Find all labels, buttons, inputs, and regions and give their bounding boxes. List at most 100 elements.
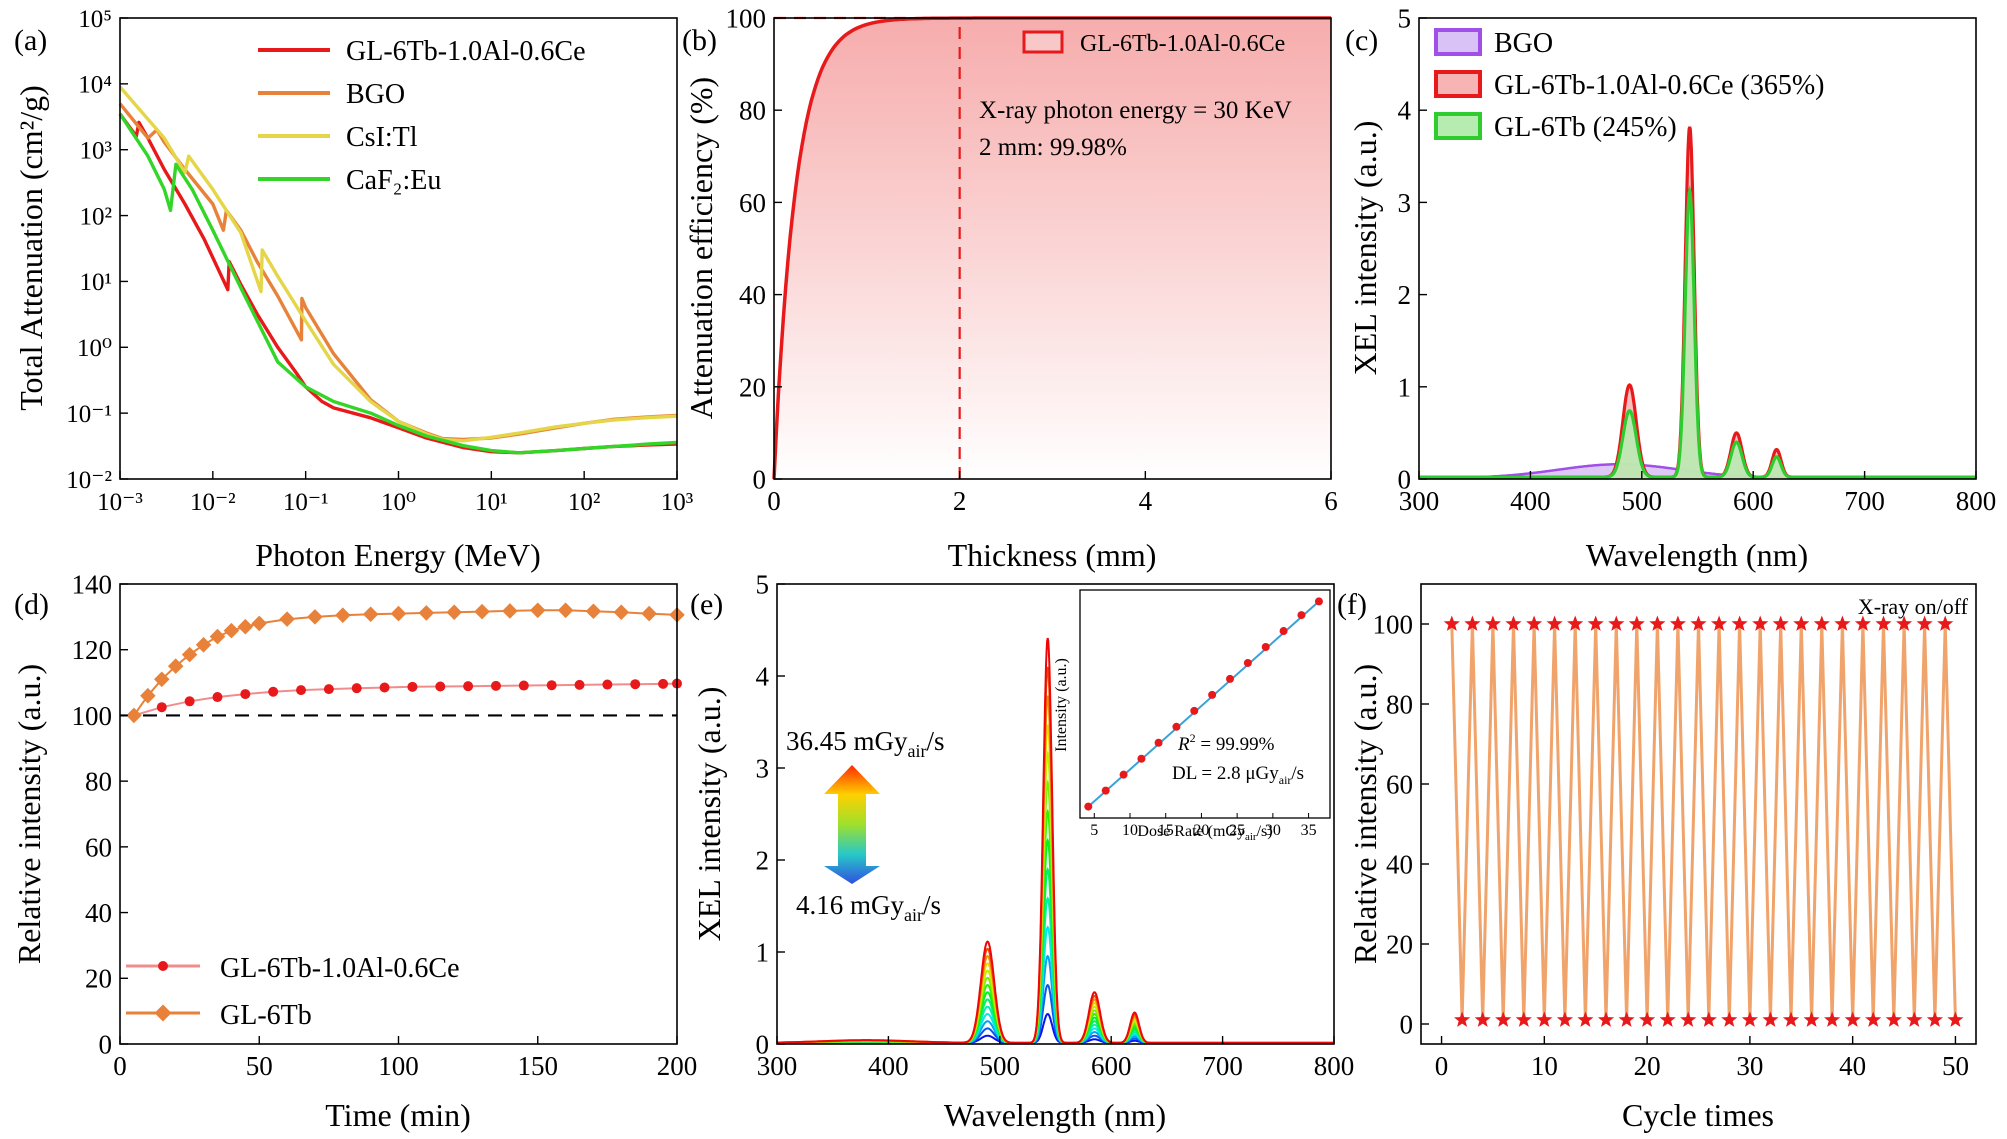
point-d-1-4 [181, 646, 198, 663]
panel-c-y-axis-label: XEL intensity (a.u.) [1347, 121, 1383, 376]
tick-label-c-y-5: 5 [1398, 3, 1412, 33]
point-f-on-15 [1752, 615, 1769, 631]
inset-point-5 [1172, 722, 1181, 731]
inset-x-axis-label: Dose Rate (mGyair/s) [1137, 823, 1272, 843]
point-f-off-0 [1454, 1011, 1471, 1027]
inset-point-7 [1208, 690, 1217, 699]
panel-b-x-axis-label: Thickness (mm) [948, 537, 1157, 573]
tick-label-e-x-1: 400 [868, 1051, 909, 1081]
inset-point-4 [1154, 738, 1163, 747]
panel-e-x-axis-label: Wavelength (nm) [944, 1097, 1166, 1133]
point-f-on-16 [1772, 615, 1789, 631]
point-f-on-6 [1567, 615, 1584, 631]
legend-d-label-0: GL-6Tb-1.0Al-0.6Ce [220, 953, 460, 984]
point-f-off-12 [1700, 1011, 1717, 1027]
point-f-on-10 [1649, 615, 1666, 631]
tick-label-c-x-0: 300 [1399, 486, 1440, 516]
tick-label-b-y-1: 20 [739, 372, 766, 402]
point-f-on-22 [1896, 615, 1913, 631]
point-d-0-3 [212, 692, 223, 703]
point-d-0-6 [296, 685, 307, 696]
tick-label-a-x-0: 10⁻³ [97, 489, 143, 516]
legend-c-label-2: GL-6Tb (245%) [1494, 112, 1677, 143]
panel-e-label: (e) [690, 588, 723, 621]
point-f-on-23 [1916, 615, 1933, 631]
tick-label-b-x-1: 2 [953, 486, 967, 516]
panel-f-label: (f) [1337, 588, 1367, 621]
panel-a-legend: GL-6Tb-1.0Al-0.6Ce BGO CsI:Tl CaF₂:Eu [258, 36, 586, 196]
tick-label-f-y-1: 20 [1386, 929, 1413, 959]
legend-c-swatch-2 [1434, 112, 1482, 140]
point-f-off-23 [1926, 1011, 1943, 1027]
panel-e-ticks: 300 400 500 600 700 800 0 1 2 3 4 5 [756, 569, 1355, 1081]
panel-d-y-axis-label: Relative intensity (a.u.) [11, 664, 47, 964]
point-f-off-24 [1947, 1011, 1964, 1027]
legend-c-label-0: BGO [1494, 28, 1553, 59]
point-f-on-2 [1484, 615, 1501, 631]
dose-rate-arrow-icon [824, 765, 880, 884]
tick-label-f-x-3: 30 [1736, 1051, 1763, 1081]
tick-label-a-y-0: 10⁻² [66, 467, 112, 494]
point-d-1-3 [167, 658, 184, 674]
tick-label-e-y-1: 1 [756, 937, 770, 967]
point-d-1-0 [126, 707, 142, 724]
panel-e-inset: 5 10 15 20 25 30 35 Intensity (a.u.) Dose Rate… [1053, 589, 1331, 843]
panel-f-y-axis-label: Relative intensity (a.u.) [1347, 664, 1383, 964]
tick-label-a-x-2: 10⁻¹ [283, 489, 329, 516]
inset-plot [1084, 597, 1323, 811]
point-d-1-8 [237, 618, 254, 635]
tick-label-c-x-3: 600 [1733, 486, 1774, 516]
point-f-off-11 [1680, 1011, 1697, 1027]
point-f-on-14 [1731, 615, 1748, 631]
tick-label-a-y-5: 10³ [80, 137, 113, 164]
point-f-off-20 [1865, 1011, 1882, 1027]
point-d-1-14 [390, 605, 407, 622]
panel-c-x-axis-label: Wavelength (nm) [1586, 537, 1808, 573]
panel-d-frame [119, 583, 678, 1045]
point-d-0-15 [546, 680, 557, 691]
tick-label-e-x-4: 700 [1202, 1051, 1243, 1081]
tick-label-b-x-0: 0 [767, 486, 781, 516]
point-d-0-17 [602, 679, 613, 690]
panel-c: 300 400 500 600 700 800 0 1 2 3 4 5 (c) Wavelength … [1345, 3, 1996, 573]
tick-label-e-y-4: 4 [756, 661, 770, 691]
point-f-on-17 [1793, 615, 1810, 631]
point-d-1-11 [307, 609, 323, 625]
tick-label-d-x-1: 50 [246, 1051, 273, 1081]
point-f-off-18 [1824, 1011, 1841, 1027]
legend-d-marker-0 [158, 961, 168, 971]
point-f-on-3 [1505, 615, 1522, 631]
point-f-on-5 [1546, 615, 1563, 631]
point-f-on-9 [1628, 615, 1645, 631]
inset-ticks: 5 10 15 20 25 30 35 [1090, 813, 1317, 839]
tick-label-d-y-3: 60 [85, 832, 112, 862]
point-f-on-18 [1813, 615, 1830, 631]
tick-label-f-x-5: 50 [1942, 1051, 1969, 1081]
inset-tick-label-x-1: 10 [1122, 822, 1138, 839]
inset-tick-label-x-2: 15 [1158, 822, 1174, 839]
panel-a-ticks: 10⁻³ 10⁻² 10⁻¹ 10⁰ 10¹ 10² 10³10⁻²10⁻¹10⁰10¹10… [66, 6, 693, 516]
legend-c-label-1: GL-6Tb-1.0Al-0.6Ce (365%) [1494, 70, 1824, 101]
tick-label-f-x-4: 40 [1839, 1051, 1866, 1081]
point-f-on-12 [1690, 615, 1707, 631]
panel-d-ticks: 0 50 100 150 200 0 20 40 60 80 100 120 140 [72, 569, 698, 1081]
tick-label-a-x-1: 10⁻² [190, 489, 236, 516]
legend-a-label-2: CsI:Tl [346, 122, 418, 153]
point-d-0-16 [574, 679, 585, 690]
series-f-line [1450, 623, 1957, 1021]
tick-label-e-y-0: 0 [756, 1029, 770, 1059]
inset-point-11 [1279, 627, 1288, 636]
tick-label-a-y-3: 10¹ [80, 269, 113, 296]
panel-f-frame [1420, 583, 1977, 1045]
point-d-1-17 [474, 603, 490, 620]
point-d-1-21 [585, 603, 602, 620]
series-a-2 [118, 85, 678, 443]
panel-c-legend: BGO GL-6Tb-1.0Al-0.6Ce (365%) GL-6Tb (24… [1434, 28, 1824, 143]
point-d-0-14 [518, 680, 529, 691]
point-d-1-9 [251, 615, 268, 632]
inset-tick-label-x-6: 35 [1301, 822, 1317, 839]
point-f-on-11 [1669, 615, 1686, 631]
point-d-0-19 [658, 678, 669, 689]
point-d-1-5 [195, 637, 212, 653]
